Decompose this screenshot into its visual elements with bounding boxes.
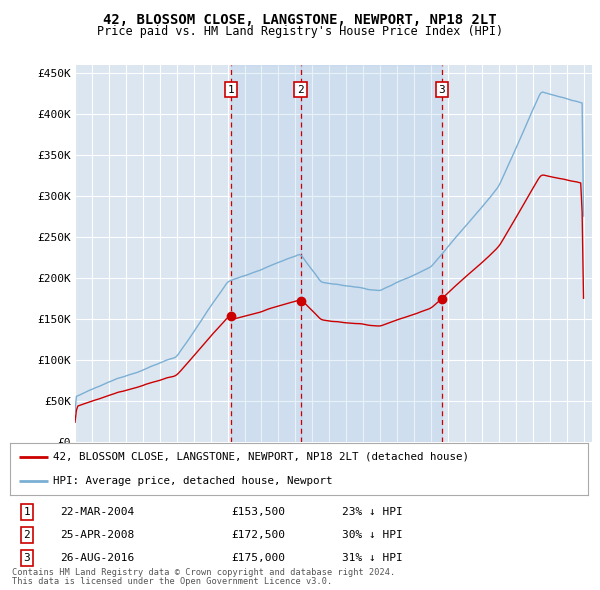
Text: £153,500: £153,500 [231, 507, 285, 517]
Bar [231, 65, 301, 442]
Text: 22-MAR-2004: 22-MAR-2004 [60, 507, 134, 517]
Text: This data is licensed under the Open Government Licence v3.0.: This data is licensed under the Open Gov… [12, 577, 332, 586]
Text: 1: 1 [23, 507, 31, 517]
Text: £172,500: £172,500 [231, 530, 285, 540]
Text: 2: 2 [23, 530, 31, 540]
Text: £175,000: £175,000 [231, 553, 285, 563]
Bar [301, 65, 442, 442]
Text: 25-APR-2008: 25-APR-2008 [60, 530, 134, 540]
Text: Contains HM Land Registry data © Crown copyright and database right 2024.: Contains HM Land Registry data © Crown c… [12, 568, 395, 577]
Text: 30% ↓ HPI: 30% ↓ HPI [342, 530, 403, 540]
Text: 26-AUG-2016: 26-AUG-2016 [60, 553, 134, 563]
Text: 42, BLOSSOM CLOSE, LANGSTONE, NEWPORT, NP18 2LT (detached house): 42, BLOSSOM CLOSE, LANGSTONE, NEWPORT, N… [53, 451, 469, 461]
Text: 1: 1 [228, 84, 235, 94]
Text: 31% ↓ HPI: 31% ↓ HPI [342, 553, 403, 563]
Text: 23% ↓ HPI: 23% ↓ HPI [342, 507, 403, 517]
Text: 3: 3 [439, 84, 445, 94]
Text: Price paid vs. HM Land Registry's House Price Index (HPI): Price paid vs. HM Land Registry's House … [97, 25, 503, 38]
Text: 3: 3 [23, 553, 31, 563]
Text: 42, BLOSSOM CLOSE, LANGSTONE, NEWPORT, NP18 2LT: 42, BLOSSOM CLOSE, LANGSTONE, NEWPORT, N… [103, 13, 497, 27]
Text: 2: 2 [297, 84, 304, 94]
Text: HPI: Average price, detached house, Newport: HPI: Average price, detached house, Newp… [53, 477, 333, 487]
